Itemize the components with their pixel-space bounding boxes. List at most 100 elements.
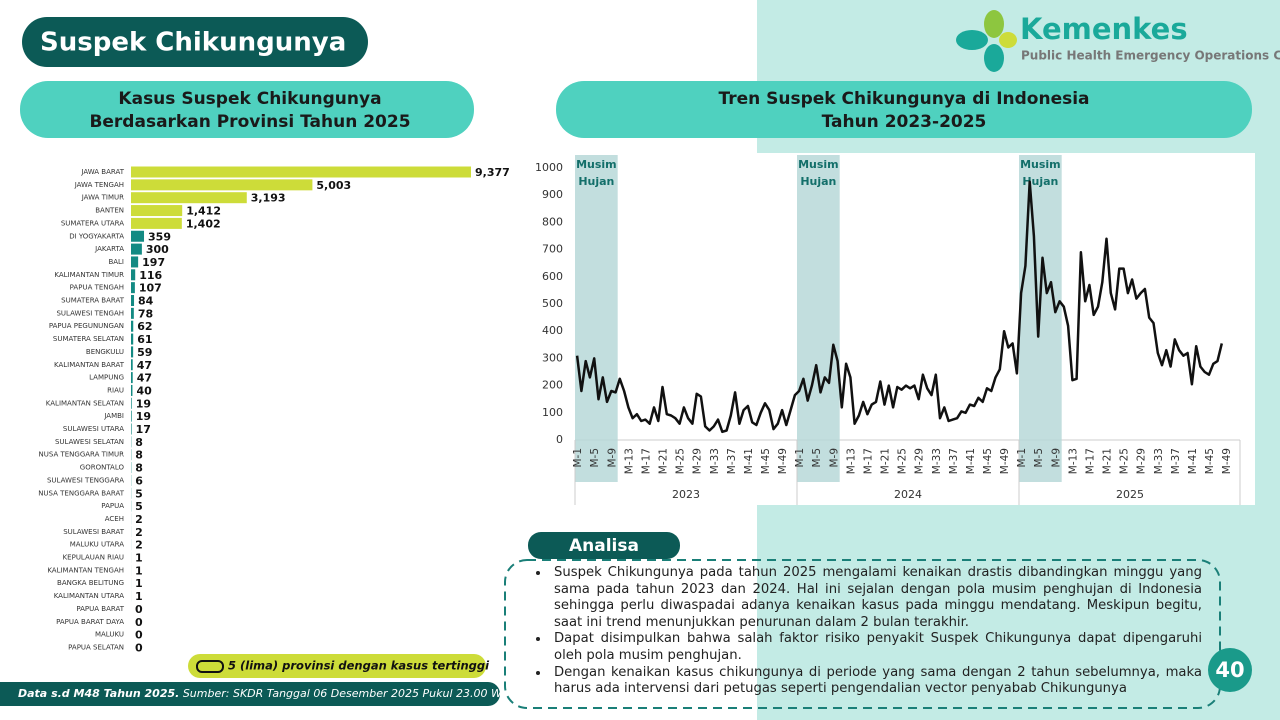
bar-label: BANTEN [95, 207, 124, 215]
logo-name: Kemenkes [1020, 12, 1188, 46]
bar-label: PAPUA [101, 502, 124, 510]
y-tick-label: 100 [542, 406, 563, 419]
x-tick-label: M-1 [572, 448, 584, 468]
value-label: 61 [137, 333, 152, 346]
page-title: Suspek Chikungunya [40, 28, 346, 58]
y-tick-label: 0 [556, 433, 563, 446]
value-label: 40 [136, 384, 152, 397]
band-label-word: Hujan [1022, 175, 1058, 188]
bar [131, 230, 145, 242]
analysis-bullet: Suspek Chikungunya pada tahun 2025 menga… [550, 565, 1202, 631]
bar [131, 179, 313, 191]
value-label: 0 [135, 616, 143, 629]
value-label: 1,402 [186, 217, 221, 230]
bar [131, 256, 139, 268]
value-label: 9,377 [475, 166, 510, 179]
y-tick-label: 400 [542, 324, 563, 337]
x-tick-label: M-29 [692, 448, 704, 474]
x-tick-label: M-41 [1187, 448, 1199, 474]
footer-source: Sumber: SKDR Tanggal 06 Desember 2025 Pu… [183, 687, 513, 700]
x-tick-label: M-17 [862, 448, 874, 474]
bar-label: KALIMANTAN TENGAH [47, 566, 124, 574]
value-label: 78 [138, 307, 153, 320]
bar-label: JAKARTA [94, 245, 124, 253]
band-label: Musim Hujan [798, 158, 839, 188]
x-tick-label: M-25 [897, 448, 909, 474]
x-tick-label: M-29 [1136, 448, 1148, 474]
bar-label: KALIMANTAN TIMUR [54, 271, 124, 279]
bar [131, 372, 133, 384]
section-pill [20, 81, 474, 138]
value-label: 1 [135, 564, 143, 577]
bar-label: BANGKA BELITUNG [57, 579, 124, 587]
x-tick-label: M-29 [914, 448, 926, 474]
analysis-pill [528, 532, 680, 559]
y-tick-label: 900 [542, 188, 563, 201]
x-tick-label: M-41 [965, 448, 977, 474]
x-tick-label: M-21 [880, 448, 892, 474]
analysis-bullet: Dapat disimpulkan bahwa salah faktor ris… [550, 631, 1202, 664]
bar [131, 307, 134, 319]
bar-label: SULAWESI UTARA [63, 425, 124, 433]
band-label-word: Hujan [578, 175, 614, 188]
value-label: 1 [135, 590, 143, 603]
value-label: 107 [139, 282, 162, 295]
bar-label: SULAWESI SELATAN [55, 438, 124, 446]
analysis-bullet: Dengan kenaikan kasus chikungunya di per… [550, 665, 1202, 698]
value-label: 0 [135, 603, 143, 616]
group-label: 2023 [672, 488, 700, 501]
band-label-word: Hujan [800, 175, 836, 188]
value-label: 2 [135, 539, 143, 552]
value-label: 116 [139, 269, 162, 282]
y-tick-label: 500 [542, 297, 563, 310]
bar-label: ACEH [105, 515, 124, 523]
note-pill [188, 654, 486, 678]
band-label: Musim Hujan [1020, 158, 1061, 188]
x-tick-label: M-17 [640, 448, 652, 474]
bar-label: PAPUA BARAT [76, 605, 124, 613]
bar-label: SUMATERA BARAT [61, 297, 125, 305]
band-label-word: Musim [576, 158, 617, 171]
x-tick-label: M-49 [1221, 448, 1233, 474]
value-label: 19 [136, 410, 151, 423]
value-label: 47 [137, 372, 152, 385]
bar-label: SUMATERA UTARA [61, 219, 124, 227]
bar-label: KALIMANTAN SELATAN [46, 399, 124, 407]
bar [131, 320, 134, 332]
analysis-box [504, 559, 1221, 709]
logo-subtitle: Public Health Emergency Operations Cente… [1021, 49, 1280, 63]
bar-label: KEPULAUAN RIAU [63, 554, 124, 562]
bar [131, 269, 136, 281]
bar-label: MALUKU UTARA [70, 541, 124, 549]
bar-label: NUSA TENGGARA BARAT [38, 489, 125, 497]
value-label: 3,193 [251, 192, 286, 205]
bar-label: SULAWESI TENGAH [56, 309, 124, 317]
bar-label: LAMPUNG [89, 374, 124, 382]
bar-label: NUSA TENGGARA TIMUR [39, 451, 125, 459]
x-tick-label: M-37 [948, 448, 960, 474]
bar-label: PAPUA SELATAN [68, 643, 124, 651]
value-label: 1,412 [186, 205, 221, 218]
group-label: 2025 [1116, 488, 1144, 501]
analysis-text: Suspek Chikungunya pada tahun 2025 menga… [520, 565, 1202, 698]
x-tick-label: M-13 [623, 448, 635, 474]
x-tick-label: M-37 [1170, 448, 1182, 474]
x-tick-label: M-41 [743, 448, 755, 474]
footer-note: Data s.d M48 Tahun 2025. [18, 687, 179, 700]
title-pill [22, 17, 368, 67]
bar-label: GORONTALO [80, 464, 125, 472]
x-tick-label: M-17 [1084, 448, 1096, 474]
bar-label: JAWA TENGAH [74, 181, 124, 189]
x-tick-label: M-49 [999, 448, 1011, 474]
bar-label: PAPUA PEGUNUNGAN [49, 322, 124, 330]
value-label: 1 [135, 552, 143, 565]
value-label: 2 [135, 513, 143, 526]
analysis-title: Analisa [569, 536, 639, 556]
value-label: 5 [135, 487, 143, 500]
group-label: 2024 [894, 488, 922, 501]
bar-label: SULAWESI BARAT [63, 528, 125, 536]
x-tick-label: M-33 [709, 448, 721, 474]
bar-label: BALI [108, 258, 124, 266]
chart-title: Tren Suspek Chikungunya di Indonesia [718, 89, 1089, 109]
